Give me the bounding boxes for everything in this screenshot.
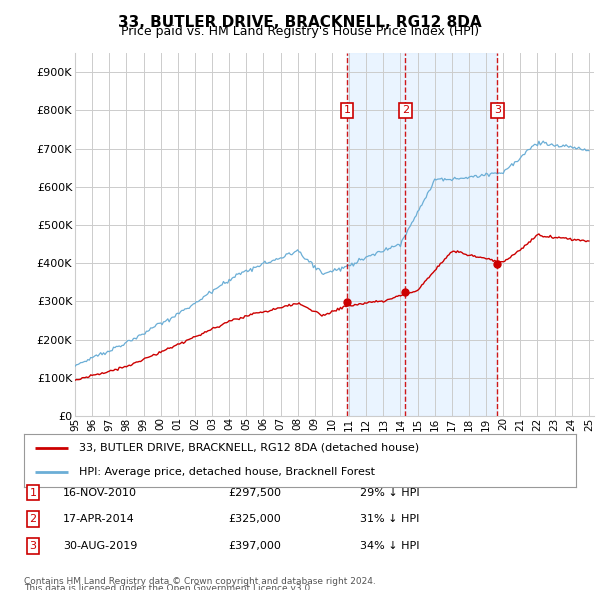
Text: 17-APR-2014: 17-APR-2014 [63,514,135,524]
Text: 2: 2 [29,514,37,524]
Text: 2: 2 [402,106,409,116]
Text: 34% ↓ HPI: 34% ↓ HPI [360,541,419,550]
Text: 33, BUTLER DRIVE, BRACKNELL, RG12 8DA (detached house): 33, BUTLER DRIVE, BRACKNELL, RG12 8DA (d… [79,443,419,453]
Bar [347,53,497,416]
Text: 31% ↓ HPI: 31% ↓ HPI [360,514,419,524]
Text: £297,500: £297,500 [228,488,281,497]
Text: Contains HM Land Registry data © Crown copyright and database right 2024.: Contains HM Land Registry data © Crown c… [24,577,376,586]
Text: £325,000: £325,000 [228,514,281,524]
Text: 30-AUG-2019: 30-AUG-2019 [63,541,137,550]
Text: 3: 3 [29,541,37,550]
Text: This data is licensed under the Open Government Licence v3.0.: This data is licensed under the Open Gov… [24,584,313,590]
Text: 1: 1 [344,106,350,116]
Text: 16-NOV-2010: 16-NOV-2010 [63,488,137,497]
Text: 29% ↓ HPI: 29% ↓ HPI [360,488,419,497]
Text: 1: 1 [29,488,37,497]
Text: £397,000: £397,000 [228,541,281,550]
Text: 3: 3 [494,106,501,116]
Text: HPI: Average price, detached house, Bracknell Forest: HPI: Average price, detached house, Brac… [79,467,375,477]
Text: 33, BUTLER DRIVE, BRACKNELL, RG12 8DA: 33, BUTLER DRIVE, BRACKNELL, RG12 8DA [118,15,482,30]
Text: Price paid vs. HM Land Registry's House Price Index (HPI): Price paid vs. HM Land Registry's House … [121,25,479,38]
